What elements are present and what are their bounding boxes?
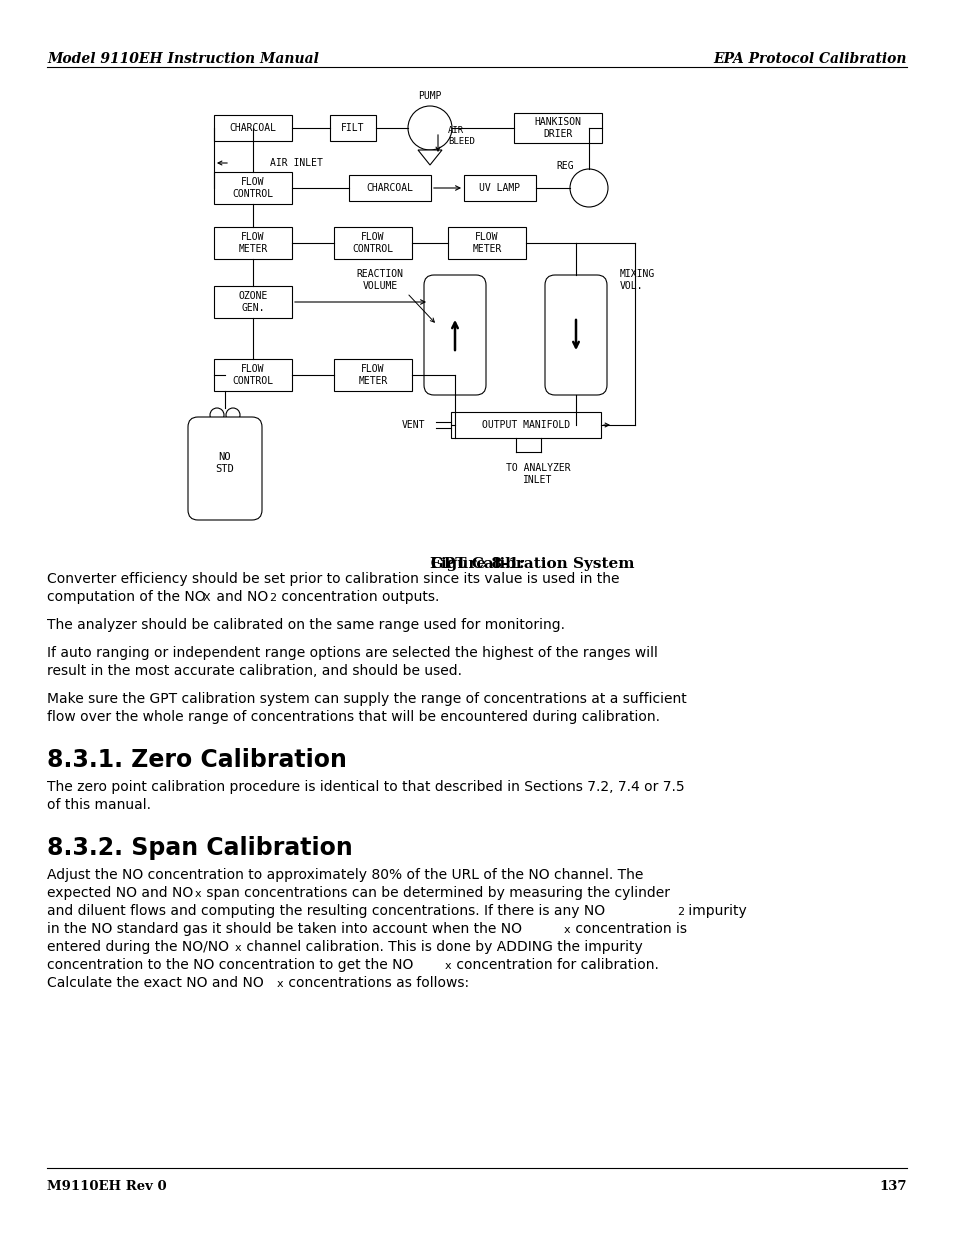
Bar	[213, 359, 292, 391]
Text: NO
STD: NO STD	[215, 452, 234, 474]
Bar	[213, 287, 292, 317]
Text: concentration to the NO concentration to get the NO: concentration to the NO concentration to…	[47, 958, 413, 972]
Text: REG: REG	[556, 161, 573, 170]
Text: x: x	[276, 979, 283, 989]
Circle shape	[569, 169, 607, 207]
Text: FLOW
CONTROL: FLOW CONTROL	[233, 177, 274, 199]
Text: The analyzer should be calibrated on the same range used for monitoring.: The analyzer should be calibrated on the…	[47, 618, 564, 632]
Text: 8.3.2. Span Calibration: 8.3.2. Span Calibration	[47, 836, 353, 860]
Text: expected NO and NO: expected NO and NO	[47, 885, 193, 900]
Text: M9110EH Rev 0: M9110EH Rev 0	[47, 1179, 167, 1193]
Text: 2: 2	[677, 906, 683, 918]
Text: and diluent flows and computing the resulting concentrations. If there is any NO: and diluent flows and computing the resu…	[47, 904, 604, 918]
Text: and NO: and NO	[212, 590, 268, 604]
Text: HANKISON
DRIER: HANKISON DRIER	[534, 117, 581, 138]
Text: Model 9110EH Instruction Manual: Model 9110EH Instruction Manual	[47, 52, 318, 65]
Text: concentration is: concentration is	[571, 923, 686, 936]
Text: FLOW
METER: FLOW METER	[472, 232, 501, 254]
Bar	[213, 227, 292, 259]
Text: 2: 2	[269, 593, 275, 603]
Text: The zero point calibration procedure is identical to that described in Sections : The zero point calibration procedure is …	[47, 781, 684, 794]
Text: of this manual.: of this manual.	[47, 798, 151, 811]
Bar	[334, 359, 412, 391]
Text: x: x	[444, 961, 451, 971]
Bar	[334, 227, 412, 259]
Text: result in the most accurate calibration, and should be used.: result in the most accurate calibration,…	[47, 664, 461, 678]
Text: CHARCOAL: CHARCOAL	[366, 183, 413, 193]
Text: span concentrations can be determined by measuring the cylinder: span concentrations can be determined by…	[202, 885, 669, 900]
Text: FILT: FILT	[341, 124, 364, 133]
Text: VENT: VENT	[401, 420, 424, 430]
Text: x: x	[194, 889, 201, 899]
Bar	[451, 412, 600, 438]
Text: AIR INLET: AIR INLET	[270, 158, 322, 168]
Text: Make sure the GPT calibration system can supply the range of concentrations at a: Make sure the GPT calibration system can…	[47, 692, 686, 706]
Text: EPA Protocol Calibration: EPA Protocol Calibration	[713, 52, 906, 65]
Text: Figure 8-1:: Figure 8-1:	[429, 557, 524, 571]
Circle shape	[226, 408, 240, 422]
Text: x: x	[563, 925, 570, 935]
Text: OZONE
GEN.: OZONE GEN.	[238, 291, 268, 312]
Text: CHARCOAL: CHARCOAL	[230, 124, 276, 133]
Text: FLOW
METER: FLOW METER	[358, 364, 387, 385]
Text: X: X	[203, 593, 211, 603]
Text: UV LAMP: UV LAMP	[479, 183, 520, 193]
FancyBboxPatch shape	[544, 275, 606, 395]
Text: OUTPUT MANIFOLD: OUTPUT MANIFOLD	[481, 420, 570, 430]
Text: computation of the NO: computation of the NO	[47, 590, 206, 604]
Text: concentrations as follows:: concentrations as follows:	[284, 976, 469, 990]
Text: TO ANALYZER
INLET: TO ANALYZER INLET	[505, 463, 570, 484]
Bar	[213, 172, 292, 204]
Bar	[463, 175, 536, 201]
FancyBboxPatch shape	[423, 275, 485, 395]
Text: AIR
BLEED: AIR BLEED	[448, 126, 475, 146]
Text: 8.3.1. Zero Calibration: 8.3.1. Zero Calibration	[47, 748, 347, 772]
Text: PUMP: PUMP	[417, 91, 441, 101]
Text: concentration for calibration.: concentration for calibration.	[452, 958, 659, 972]
Text: FLOW
CONTROL: FLOW CONTROL	[233, 364, 274, 385]
Text: FLOW
METER: FLOW METER	[238, 232, 268, 254]
Text: flow over the whole range of concentrations that will be encountered during cali: flow over the whole range of concentrati…	[47, 710, 659, 724]
Text: entered during the NO/NO: entered during the NO/NO	[47, 940, 229, 953]
Text: REACTION
VOLUME: REACTION VOLUME	[356, 269, 403, 290]
Text: Converter efficiency should be set prior to calibration since its value is used : Converter efficiency should be set prior…	[47, 572, 618, 585]
Bar	[514, 112, 601, 143]
Polygon shape	[417, 149, 441, 165]
Text: Calculate the exact NO and NO: Calculate the exact NO and NO	[47, 976, 263, 990]
Bar	[448, 227, 525, 259]
Text: channel calibration. This is done by ADDING the impurity: channel calibration. This is done by ADD…	[242, 940, 642, 953]
Text: 137: 137	[879, 1179, 906, 1193]
Text: x: x	[234, 944, 241, 953]
Circle shape	[210, 408, 224, 422]
Text: concentration outputs.: concentration outputs.	[276, 590, 439, 604]
Bar	[349, 175, 431, 201]
FancyBboxPatch shape	[188, 417, 262, 520]
Text: If auto ranging or independent range options are selected the highest of the ran: If auto ranging or independent range opt…	[47, 646, 658, 659]
Text: in the NO standard gas it should be taken into account when the NO: in the NO standard gas it should be take…	[47, 923, 521, 936]
Text: Adjust the NO concentration to approximately 80% of the URL of the NO channel. T: Adjust the NO concentration to approxima…	[47, 868, 642, 882]
Bar	[213, 115, 292, 141]
Text: MIXING
VOL.: MIXING VOL.	[619, 269, 655, 290]
Text: impurity: impurity	[683, 904, 746, 918]
Text: GPT Calibration System: GPT Calibration System	[415, 557, 634, 571]
Circle shape	[408, 106, 452, 149]
Text: FLOW
CONTROL: FLOW CONTROL	[352, 232, 394, 254]
Bar	[330, 115, 375, 141]
